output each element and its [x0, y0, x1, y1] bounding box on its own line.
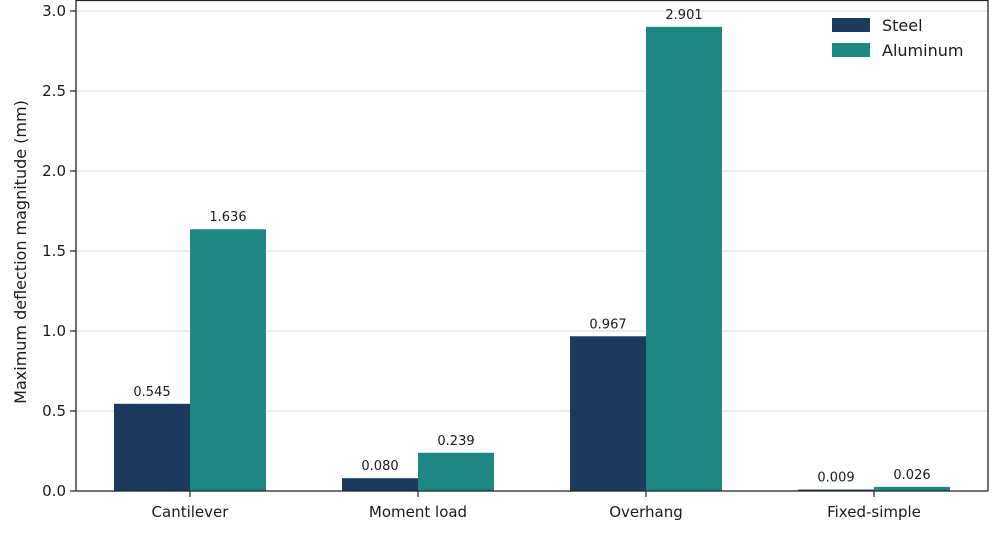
data-label: 0.080	[361, 459, 398, 474]
x-tick-label: Overhang	[609, 503, 683, 521]
y-tick-label: 1.0	[42, 322, 66, 340]
y-tick-label: 0.5	[42, 402, 66, 420]
bar-aluminum	[646, 26, 722, 492]
legend-label: Aluminum	[882, 41, 963, 60]
legend-swatch-aluminum	[832, 43, 870, 57]
data-label: 1.636	[209, 210, 246, 225]
data-label: 0.026	[893, 468, 930, 483]
y-tick-label: 2.0	[42, 162, 66, 180]
data-label: 0.545	[133, 385, 170, 400]
data-label: 2.901	[665, 8, 702, 23]
bar-steel	[570, 336, 646, 491]
bar-aluminum	[190, 229, 266, 492]
data-label: 0.009	[817, 471, 854, 486]
y-tick-label: 1.5	[42, 242, 66, 260]
x-tick-label: Moment load	[369, 503, 467, 521]
axes: 0.0 0.5 1.0 1.5 2.0 2.5 3.0 Cantilever Moment lo…	[42, 0, 989, 521]
legend-label: Steel	[882, 16, 923, 35]
legend: Steel Aluminum	[832, 16, 963, 60]
x-tick-label: Fixed-simple	[827, 503, 921, 521]
data-label: 0.239	[437, 434, 474, 449]
data-label: 0.967	[589, 317, 626, 332]
bar-aluminum	[874, 486, 950, 491]
bars: 0.545 1.636 0.080 0.239 0.967 2.901 0.009 0.026	[114, 8, 950, 492]
y-tick-label: 2.5	[42, 82, 66, 100]
y-tick-label: 0.0	[42, 482, 66, 500]
y-tick-label: 3.0	[42, 2, 66, 20]
bar-steel	[798, 489, 874, 491]
legend-swatch-steel	[832, 18, 870, 32]
y-axis-title: Maximum deflection magnitude (mm)	[11, 100, 30, 404]
bar-steel	[114, 403, 190, 491]
bar-aluminum	[418, 452, 494, 491]
bar-steel	[342, 478, 418, 491]
x-tick-label: Cantilever	[152, 503, 230, 521]
